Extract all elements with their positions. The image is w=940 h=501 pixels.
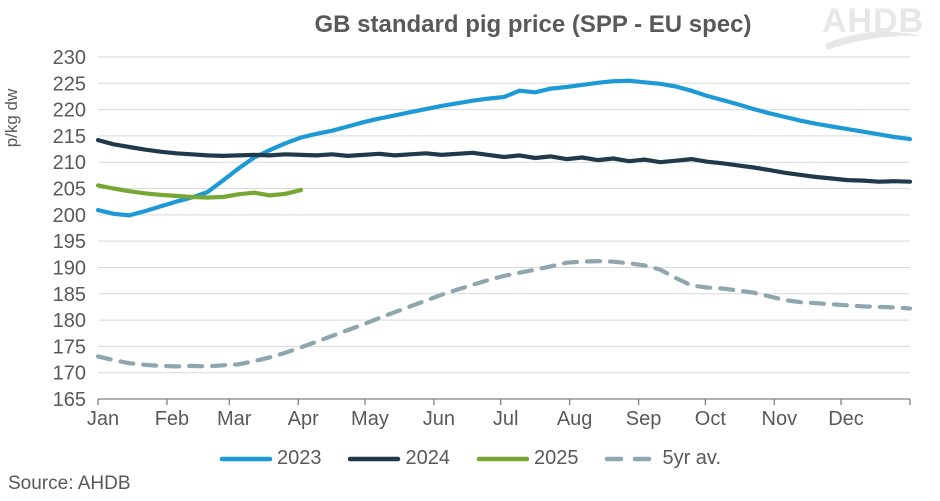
x-tick-label: Jul	[493, 408, 519, 430]
legend-swatch-2023	[219, 456, 273, 461]
legend-item-2025: 2025	[476, 447, 579, 470]
legend-swatch-2025	[476, 456, 530, 461]
y-tick-label: 200	[53, 205, 86, 227]
y-tick-label: 175	[53, 336, 86, 358]
series-line-2025	[95, 183, 304, 200]
y-tick-label: 195	[53, 231, 86, 253]
source-note: Source: AHDB	[8, 473, 131, 494]
y-tick-label: 215	[53, 126, 86, 148]
y-tick-label: 170	[53, 363, 86, 385]
x-tick-label: Jun	[423, 408, 455, 430]
x-tick-label: Oct	[695, 408, 727, 430]
x-tick-label: Aug	[557, 408, 593, 430]
legend-item-5yr-av-: 5yr av.	[604, 447, 721, 470]
y-axis-label: p/kg dw	[2, 88, 21, 147]
chart-legend: 2023 2024 2025 5yr av.	[0, 447, 940, 470]
x-tick-label: Sep	[626, 408, 662, 430]
ahdb-logo: AHDB	[822, 4, 924, 52]
y-tick-label: 220	[53, 100, 86, 122]
legend-item-2024: 2024	[347, 447, 450, 470]
legend-label-2024: 2024	[405, 447, 450, 469]
y-tick-label: 185	[53, 284, 86, 306]
series-line-5yr-av-	[95, 259, 913, 369]
price-chart: GB standard pig price (SPP - EU spec) p/…	[2, 11, 913, 430]
x-tick-label: Jan	[87, 408, 119, 430]
y-tick-label: 230	[53, 47, 86, 69]
chart-title: GB standard pig price (SPP - EU spec)	[315, 11, 752, 38]
x-tick-label: Nov	[762, 408, 798, 430]
legend-swatch-5yr-av-	[605, 456, 658, 461]
legend-label-2023: 2023	[276, 447, 322, 469]
gridlines: 165 170 175 180 185 190 195 200 205 210 215 220 225 2…	[53, 47, 910, 411]
legend-label-5yr-av-: 5yr av.	[662, 447, 722, 469]
y-tick-label: 190	[53, 257, 86, 279]
series-line-2023	[95, 78, 913, 218]
series-lines	[95, 78, 913, 369]
legend-label-2025: 2025	[533, 447, 579, 469]
axes: Jan Feb Mar Apr May Jun Jul Aug Sep Oct Nov Dec	[87, 398, 911, 430]
y-tick-label: 225	[53, 73, 86, 95]
legend-swatch-2024	[348, 456, 401, 461]
y-tick-label: 180	[53, 310, 86, 332]
y-tick-label: 205	[53, 179, 86, 201]
x-tick-label: May	[351, 408, 389, 430]
y-tick-label: 165	[53, 389, 86, 411]
series-line-2024	[95, 138, 913, 184]
x-tick-label: Mar	[217, 408, 252, 430]
legend-item-2023: 2023	[219, 447, 322, 470]
x-tick-label: Feb	[155, 408, 189, 430]
x-tick-label: Apr	[288, 408, 319, 430]
x-tick-label: Dec	[828, 408, 864, 430]
ahdb-swoosh-icon	[825, 31, 921, 50]
y-tick-label: 210	[53, 152, 86, 174]
